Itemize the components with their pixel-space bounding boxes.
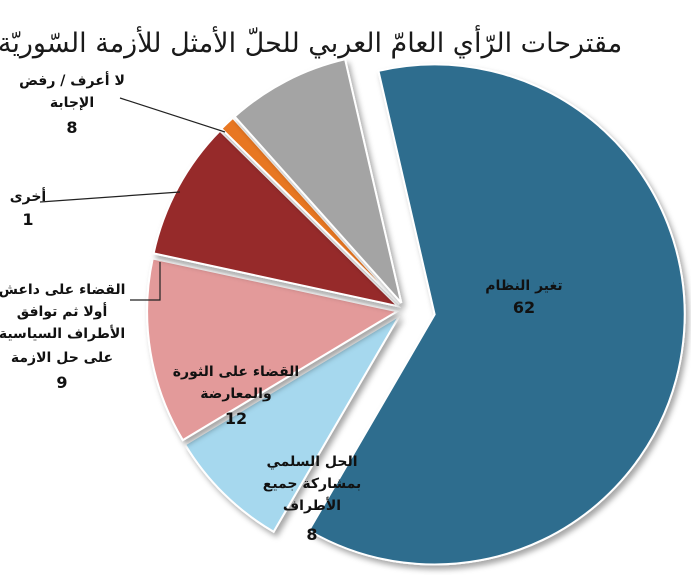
slice-value-crush-revolution: 12	[225, 409, 247, 428]
slice-label-other: أخرى	[10, 187, 46, 205]
leader-line-dont-know	[119, 97, 226, 133]
pie-slice-crush-revolution	[146, 257, 400, 442]
slice-value-regime-change: 62	[513, 298, 535, 317]
leader-line-other	[39, 191, 181, 203]
slice-value-dont-know: 8	[66, 118, 77, 137]
leader-line-isis	[130, 262, 161, 301]
slice-label-isis-line3: الأطراف السياسية	[0, 325, 125, 342]
pie-slice-dont-know	[233, 58, 403, 304]
slice-label-crush-revolution-line2: والمعارضة	[200, 386, 271, 402]
slice-label-dont-know-line2: الإجابة	[50, 95, 94, 111]
slice-label-isis-line1: القضاء على داعش	[0, 282, 125, 298]
slice-label-peaceful-line1: الحل السلمي	[266, 454, 357, 470]
pie-slices	[146, 58, 686, 566]
slice-label-dont-know-line1: لا أعرف / رفض	[19, 71, 125, 89]
pie-slice-peaceful-solution	[183, 314, 401, 534]
pie-slice-isis-first	[152, 129, 402, 308]
slice-value-isis: 9	[56, 373, 67, 392]
chart-title: مقترحات الرّأي العامّ العربي للحلّ الأمث…	[0, 24, 622, 59]
slice-label-regime-change: تغير النظام	[485, 278, 562, 294]
slice-label-peaceful-line3: الأطراف	[283, 497, 341, 514]
pie-slice-other	[220, 116, 401, 305]
slice-label-crush-revolution-line1: القضاء على الثورة	[173, 364, 299, 380]
slice-label-isis-line2: أولا ثم توافق	[17, 302, 108, 320]
pie-slice-regime-change	[307, 63, 686, 566]
slice-label-isis-line4: على حل الازمة	[11, 350, 113, 366]
slice-label-peaceful-line2: بمشاركة جميع	[263, 476, 361, 492]
slice-value-peaceful: 8	[306, 525, 317, 544]
slice-value-other: 1	[22, 210, 33, 229]
